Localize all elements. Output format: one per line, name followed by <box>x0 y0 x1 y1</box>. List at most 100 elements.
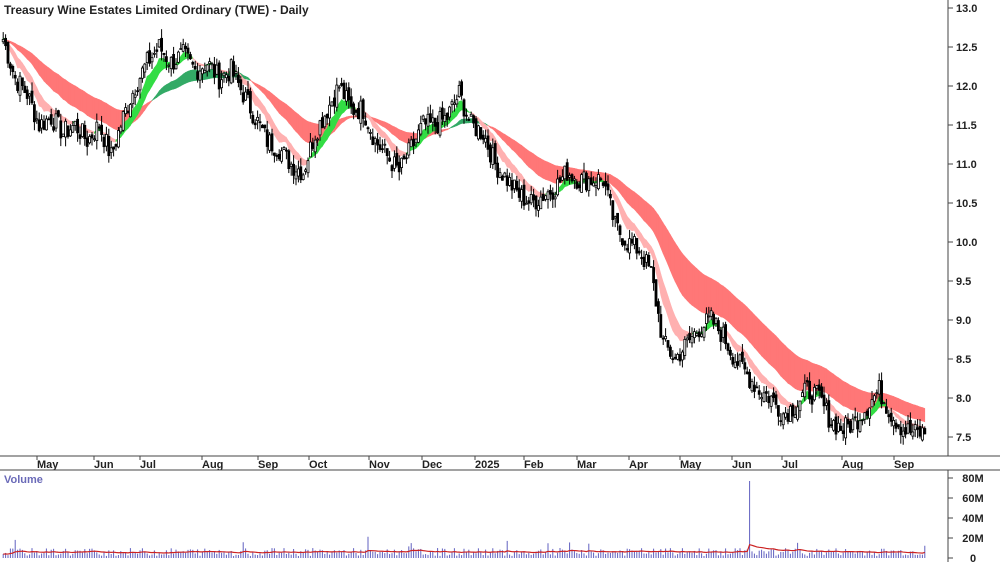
long-band-down <box>830 372 834 399</box>
candle-body <box>236 74 240 83</box>
long-band-down <box>734 296 738 332</box>
candle-body <box>481 134 485 140</box>
long-band-down <box>547 161 551 182</box>
long-band-down <box>761 321 765 359</box>
long-band-down <box>521 144 525 163</box>
candle-body <box>472 115 476 124</box>
candle-body <box>18 75 22 96</box>
long-band-up <box>247 76 251 81</box>
long-band-down <box>338 117 342 127</box>
candle-body <box>404 157 408 160</box>
long-band-down <box>787 347 791 386</box>
candle-body <box>344 90 348 102</box>
short-band-down <box>895 412 899 419</box>
candle-body <box>203 69 207 74</box>
long-band-down <box>528 150 532 170</box>
candle-body <box>220 79 224 89</box>
short-band-down <box>367 113 371 122</box>
candle-body <box>167 64 171 67</box>
long-band-up <box>190 69 194 82</box>
short-band-down <box>269 114 273 130</box>
date-tick-label: Jul <box>140 459 156 471</box>
long-band-down <box>384 121 388 130</box>
long-band-down <box>614 176 618 191</box>
long-band-down <box>283 102 287 121</box>
long-band-down <box>530 151 534 172</box>
long-band-down <box>79 88 83 112</box>
candle-body <box>328 104 332 119</box>
candle-body <box>753 384 756 392</box>
candle-body <box>873 395 876 402</box>
long-band-down <box>391 125 395 136</box>
long-band-up <box>156 90 160 98</box>
candle-body <box>150 57 154 63</box>
candle-body <box>839 425 843 431</box>
candle-body <box>640 257 643 259</box>
candle-body <box>697 331 701 338</box>
candle-body <box>45 118 48 131</box>
candle-body <box>186 47 190 54</box>
long-band-down <box>293 109 297 133</box>
short-band-down <box>38 91 42 108</box>
candle-body <box>131 92 135 105</box>
price-tick-label: 9.5 <box>956 276 971 288</box>
candle-body <box>592 182 595 187</box>
short-band-down <box>46 102 50 112</box>
candle-body <box>457 85 461 98</box>
candle-body <box>440 107 444 120</box>
candle-body <box>647 254 651 267</box>
candle-body <box>443 115 447 122</box>
candle-body <box>580 174 583 193</box>
candle-body <box>688 333 691 341</box>
long-band-down <box>691 263 695 308</box>
candle-body <box>774 394 778 405</box>
short-band-down <box>509 158 513 173</box>
short-band-up <box>151 66 155 88</box>
short-band-down <box>778 390 782 404</box>
candle-body <box>140 67 144 79</box>
candle-body <box>69 129 72 137</box>
short-band-up <box>422 128 426 141</box>
short-band-down <box>391 142 395 152</box>
candle-body <box>712 313 715 325</box>
candle-body <box>335 84 339 108</box>
long-band-down <box>266 89 270 101</box>
long-band-down <box>862 390 866 414</box>
candle-body <box>705 313 708 324</box>
long-band-down <box>835 375 839 403</box>
candle-body <box>114 144 118 147</box>
short-band-down <box>497 141 501 158</box>
long-band-down <box>504 133 508 146</box>
candle-body <box>143 63 147 73</box>
candle-body <box>162 52 166 55</box>
candle-body <box>709 310 713 317</box>
candle-body <box>270 133 274 152</box>
candle-body <box>42 120 46 130</box>
candle-body <box>513 179 516 189</box>
candle-body <box>889 412 893 422</box>
long-band-up <box>192 69 196 82</box>
candle-body <box>625 248 629 251</box>
candle-body <box>385 148 389 156</box>
candle-body <box>652 267 655 284</box>
candle-body <box>126 110 130 114</box>
short-band-down <box>641 233 645 248</box>
candle-body <box>380 148 384 151</box>
long-band-down <box>446 127 450 131</box>
candle-body <box>673 356 677 359</box>
long-band-down <box>394 126 398 138</box>
date-tick-label: 2025 <box>475 459 499 471</box>
candle-body <box>923 428 927 435</box>
long-band-down <box>115 108 119 130</box>
candle-body <box>138 78 142 91</box>
candle-body <box>16 81 20 91</box>
long-band-down <box>859 389 863 414</box>
date-tick-label: Sep <box>894 459 914 471</box>
candle-body <box>760 396 763 400</box>
candle-body <box>707 315 711 318</box>
candle-body <box>851 418 855 431</box>
long-band-down <box>785 345 789 385</box>
volume-bars <box>2 481 926 558</box>
short-band-down <box>614 191 618 206</box>
candle-body <box>676 354 679 360</box>
